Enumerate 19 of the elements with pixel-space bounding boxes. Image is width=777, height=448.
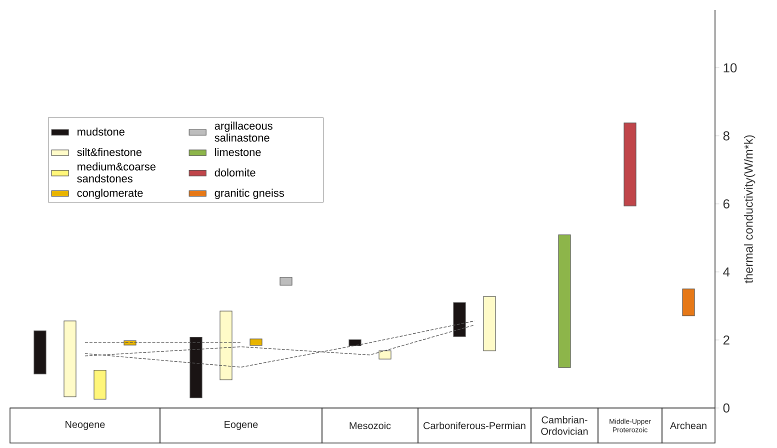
x-tick-label: Neogene	[66, 421, 105, 430]
y-tick-label: 2	[723, 335, 730, 344]
y-tick-label: 4	[723, 267, 730, 276]
x-tick-label: Eogene	[224, 421, 258, 430]
y-axis-title: thermal conductivity(W/m*k)	[744, 135, 756, 284]
legend-label: dolomite	[214, 168, 256, 176]
legend-label: granitic gneiss	[214, 188, 284, 200]
y-tick-label: 6	[723, 199, 730, 208]
x-tick-label: Cambrian-Ordovician	[541, 416, 588, 435]
legend-label: limestone	[215, 148, 261, 156]
legend-label: silt&finestone	[77, 148, 142, 156]
y-tick-label: 10	[724, 63, 737, 72]
x-tick-label: Mesozoic	[350, 422, 391, 430]
y-tick-label: 8	[723, 131, 730, 140]
legend-label: mudstone	[78, 128, 124, 136]
y-tick-label: 0	[723, 403, 730, 413]
x-tick-label: Carboniferous-Permian	[424, 422, 526, 430]
legend-label: conglomerate	[77, 188, 143, 200]
x-tick-label: Archean	[670, 422, 706, 430]
